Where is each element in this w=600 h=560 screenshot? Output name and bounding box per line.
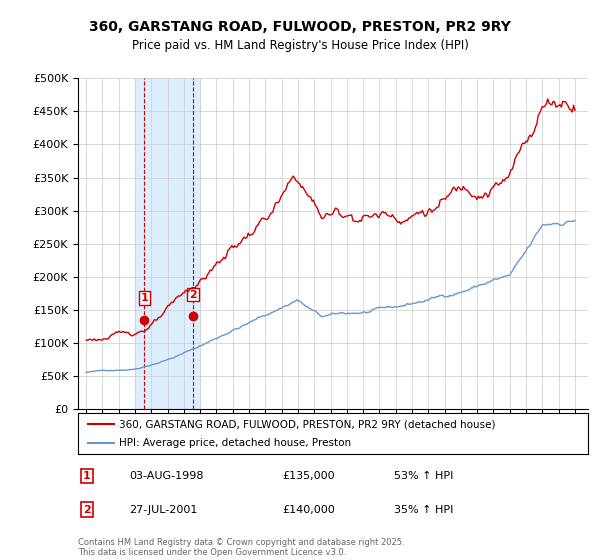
Text: 35% ↑ HPI: 35% ↑ HPI: [394, 505, 454, 515]
Text: 03-AUG-1998: 03-AUG-1998: [129, 471, 203, 481]
Text: HPI: Average price, detached house, Preston: HPI: Average price, detached house, Pres…: [119, 438, 351, 447]
Text: 360, GARSTANG ROAD, FULWOOD, PRESTON, PR2 9RY: 360, GARSTANG ROAD, FULWOOD, PRESTON, PR…: [89, 20, 511, 34]
Text: Price paid vs. HM Land Registry's House Price Index (HPI): Price paid vs. HM Land Registry's House …: [131, 39, 469, 52]
Text: 360, GARSTANG ROAD, FULWOOD, PRESTON, PR2 9RY (detached house): 360, GARSTANG ROAD, FULWOOD, PRESTON, PR…: [119, 419, 496, 429]
Text: 2: 2: [189, 290, 197, 300]
Text: 27-JUL-2001: 27-JUL-2001: [129, 505, 197, 515]
Text: £135,000: £135,000: [282, 471, 335, 481]
Text: 2: 2: [83, 505, 91, 515]
Text: £140,000: £140,000: [282, 505, 335, 515]
Bar: [135, 78, 200, 409]
Text: 1: 1: [140, 293, 148, 303]
Text: 53% ↑ HPI: 53% ↑ HPI: [394, 471, 454, 481]
Text: 1: 1: [83, 471, 91, 481]
Text: Contains HM Land Registry data © Crown copyright and database right 2025.
This d: Contains HM Land Registry data © Crown c…: [78, 538, 404, 557]
